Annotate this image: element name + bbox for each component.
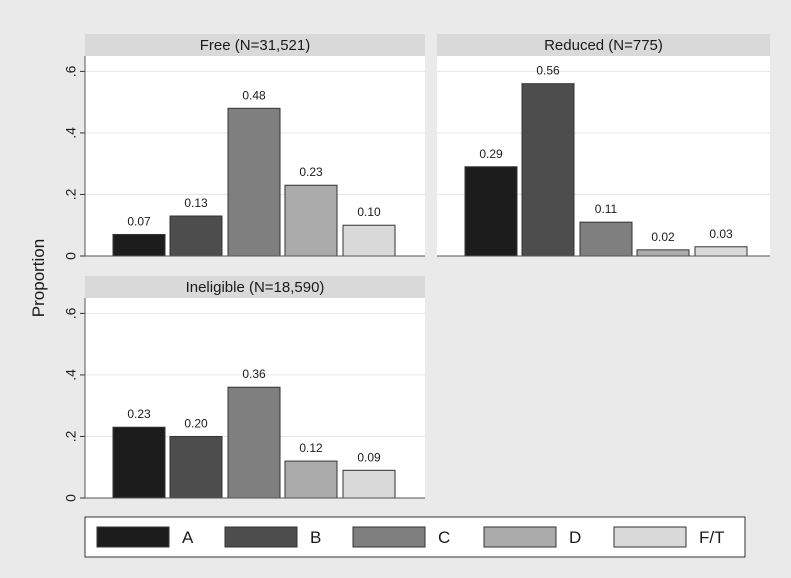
legend-label: B — [310, 528, 321, 547]
panel-title: Free (N=31,521) — [200, 37, 310, 54]
bar-ft — [342, 224, 396, 257]
panel-title-strip — [85, 34, 425, 56]
panel-1: Free (N=31,521) 0 .2 .4 .6 0.07 0.13 0.48 0.23 0.… — [63, 34, 425, 260]
bar-value-label: 0.10 — [357, 205, 381, 219]
bar-value-label: 0.56 — [536, 64, 560, 78]
y-tick-label: .6 — [63, 65, 79, 77]
bar-value-label: 0.36 — [242, 367, 266, 381]
bar-b — [169, 215, 223, 257]
y-tick-label: .4 — [63, 127, 79, 139]
bar-d — [636, 249, 690, 257]
bar-a — [112, 426, 166, 499]
y-tick-label: .2 — [63, 430, 79, 442]
bar-value-label: 0.02 — [651, 230, 675, 244]
bar-b — [169, 435, 223, 499]
bar-value-label: 0.48 — [242, 88, 266, 102]
panel-title: Ineligible (N=18,590) — [186, 279, 325, 296]
bar-value-label: 0.07 — [127, 214, 151, 228]
bar-value-label: 0.09 — [357, 450, 381, 464]
legend-swatch — [224, 526, 298, 548]
bar-value-label: 0.23 — [127, 407, 151, 421]
legend-label: D — [569, 528, 581, 547]
y-tick-label: .6 — [63, 307, 79, 319]
bar-b — [521, 83, 575, 257]
panel-title-strip — [437, 34, 770, 56]
legend-swatch — [483, 526, 557, 548]
legend-swatch — [613, 526, 687, 548]
legend-label: C — [438, 528, 450, 547]
panel-3: Ineligible (N=18,590) 0 .2 .4 .6 0.23 0.20 0.36… — [63, 276, 425, 502]
bar-c — [579, 221, 633, 257]
y-tick-label: .2 — [63, 188, 79, 200]
y-tick-label: 0 — [63, 494, 79, 502]
bar-value-label: 0.03 — [709, 227, 733, 241]
bar-d — [284, 460, 338, 499]
legend: A B C D F/T — [84, 516, 746, 558]
panel-title: Reduced (N=775) — [544, 37, 663, 54]
bar-ft — [694, 246, 748, 257]
y-axis-label: Proportion — [29, 239, 48, 317]
bar-value-label: 0.23 — [299, 165, 323, 179]
bar-value-label: 0.29 — [479, 147, 503, 161]
bar-value-label: 0.13 — [184, 196, 208, 210]
bar-a — [112, 233, 166, 257]
y-tick-label: .4 — [63, 369, 79, 381]
bar-value-label: 0.12 — [299, 441, 323, 455]
bar-a — [464, 166, 518, 257]
bar-d — [284, 184, 338, 257]
legend-swatch — [352, 526, 426, 548]
legend-label: A — [182, 528, 194, 547]
bar-c — [227, 107, 281, 257]
bar-value-label: 0.11 — [595, 202, 618, 216]
panel-2: Reduced (N=775) 0.29 0.56 0.11 0.02 0.03 — [437, 34, 770, 257]
panel-title-strip — [85, 276, 425, 298]
legend-swatch — [96, 526, 170, 548]
bar-c — [227, 386, 281, 499]
bar-value-label: 0.20 — [184, 416, 208, 430]
y-tick-label: 0 — [63, 252, 79, 260]
bar-ft — [342, 469, 396, 499]
legend-label: F/T — [699, 528, 725, 547]
